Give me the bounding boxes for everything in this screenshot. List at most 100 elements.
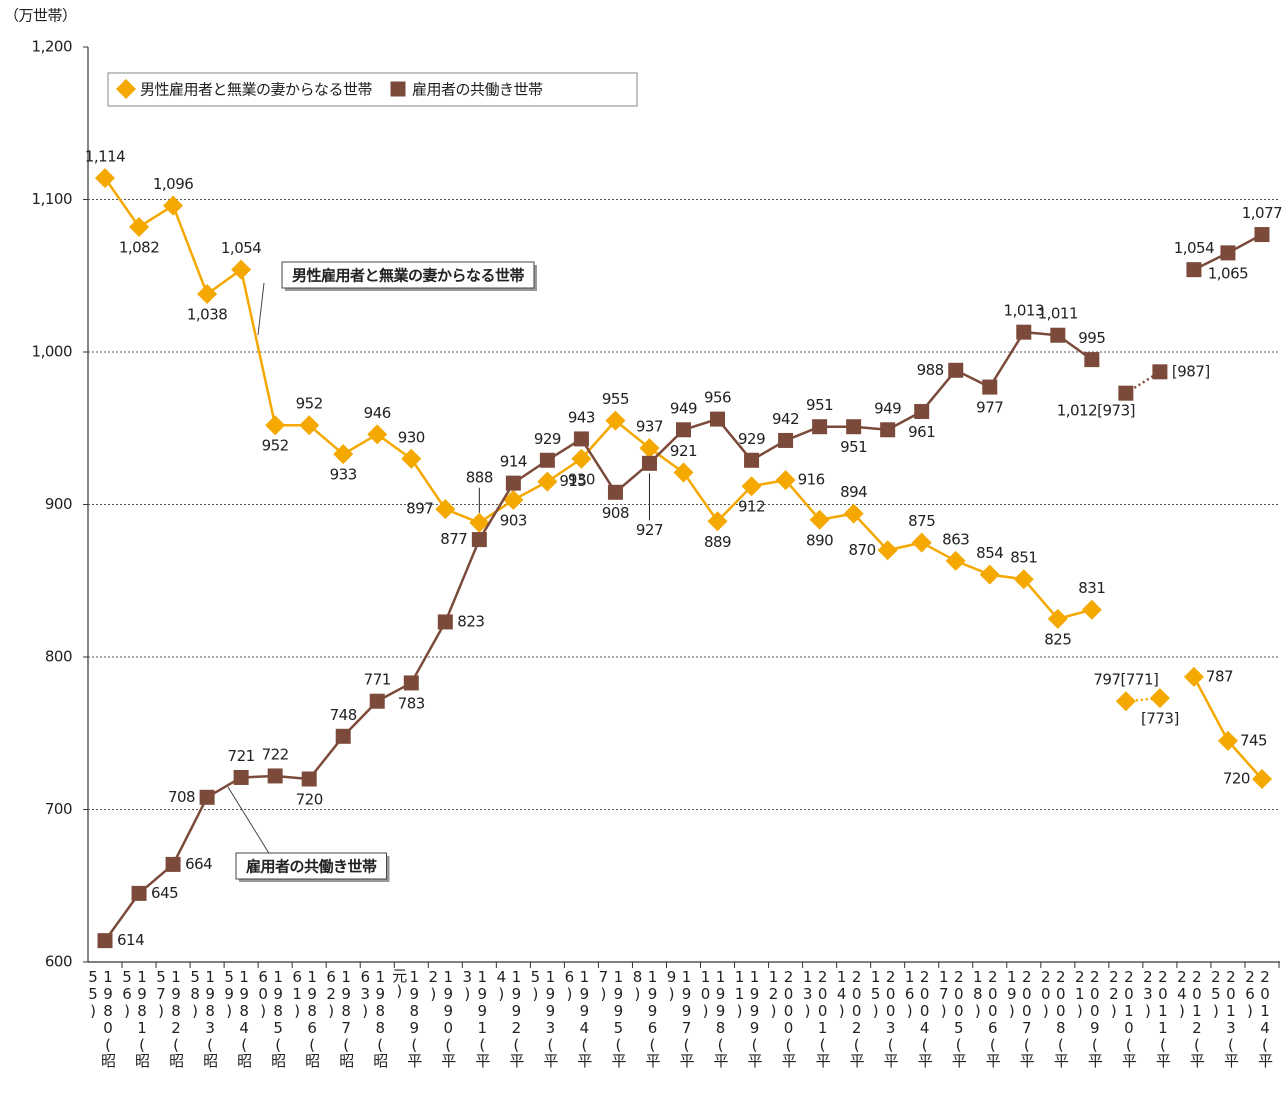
value-label: 720: [296, 791, 323, 809]
value-label: 1,038: [187, 306, 227, 324]
x-tick-label: 1987(昭62): [322, 968, 356, 1067]
x-tick-label: 1992(平4): [492, 968, 526, 1067]
value-label: 952: [262, 437, 289, 455]
y-tick-label: 700: [45, 800, 72, 818]
square-marker: [982, 379, 998, 395]
x-tick-label: 1994(平6): [560, 968, 594, 1067]
square-marker: [390, 81, 406, 97]
value-label: 908: [602, 504, 629, 522]
diamond-marker: [116, 79, 136, 99]
value-label: 949: [874, 399, 901, 417]
square-marker: [1016, 324, 1032, 340]
value-label: 961: [908, 423, 935, 441]
value-label: 1,065: [1208, 264, 1248, 282]
x-tick-label: 1998(平10): [696, 968, 730, 1067]
diamond-marker: [231, 259, 252, 280]
diamond-marker: [605, 410, 626, 431]
value-label: 720: [1223, 770, 1250, 788]
diamond-marker: [571, 448, 592, 469]
x-tick-label: 1993(平5): [526, 968, 560, 1067]
diamond-marker: [367, 424, 388, 445]
square-marker: [403, 675, 419, 691]
x-tick-label: 2009(平21): [1070, 968, 1104, 1067]
x-tick-label: 2010(平22): [1104, 968, 1138, 1067]
square-marker: [505, 475, 521, 491]
diamond-marker: [775, 470, 796, 491]
unit-label: （万世帯）: [4, 7, 77, 25]
square-marker: [641, 455, 657, 471]
square-marker: [778, 432, 794, 448]
value-label: 877: [440, 530, 467, 548]
value-label: 949: [670, 399, 697, 417]
diamond-marker: [265, 415, 286, 436]
value-label: 1,054: [1174, 239, 1214, 257]
series-line: [1227, 740, 1263, 780]
value-label: 1,012[973]: [1057, 402, 1135, 420]
x-tick-label: 1990(平2): [424, 968, 458, 1067]
x-tick-label: 2012(平24): [1172, 968, 1206, 1067]
x-tick-label: 1981(昭56): [118, 968, 152, 1067]
value-label: 797[771]: [1093, 671, 1158, 689]
value-label: 995: [1078, 329, 1105, 347]
series-line: [239, 269, 277, 426]
diamond-marker: [537, 471, 558, 492]
value-label: 915: [559, 472, 586, 490]
series-line: [308, 424, 345, 456]
series-line: [444, 539, 481, 623]
value-label: 854: [976, 544, 1003, 562]
square-marker: [369, 693, 385, 709]
square-marker: [744, 452, 760, 468]
square-marker: [914, 403, 930, 419]
square-marker: [846, 419, 862, 435]
value-label: 956: [704, 389, 731, 407]
value-label: 916: [798, 471, 825, 489]
diamond-marker: [129, 216, 150, 237]
value-label: 875: [908, 512, 935, 530]
series-line: [580, 419, 617, 460]
value-label: [987]: [1172, 362, 1210, 380]
value-label: 951: [840, 438, 867, 456]
diamond-marker: [877, 540, 898, 561]
series-line: [410, 458, 447, 510]
y-tick-label: 1,100: [32, 190, 72, 208]
series-line: [682, 471, 719, 522]
x-tick-label: 1999(平11): [730, 968, 764, 1067]
series-line: [1192, 676, 1230, 742]
diamond-marker: [945, 550, 966, 571]
x-tick-label: 1980(昭55): [84, 968, 117, 1067]
x-tick-label: 2006(平18): [968, 968, 1002, 1067]
x-tick-label: 1985(昭60): [254, 968, 288, 1067]
series-line: [784, 479, 821, 521]
x-tick-label: 2004(平16): [900, 968, 934, 1067]
diamond-marker: [979, 564, 1000, 585]
y-tick-label: 900: [45, 495, 72, 513]
diamond-marker: [163, 195, 184, 216]
value-label: 851: [1010, 549, 1037, 567]
value-label: 614: [117, 931, 144, 949]
value-label: 664: [185, 855, 212, 873]
annotation-text: 雇用者の共働き世帯: [246, 858, 377, 876]
series-line: [410, 621, 447, 684]
x-tick-label: 2005(平17): [934, 968, 968, 1067]
value-label: 914: [500, 453, 527, 471]
diamond-marker: [1251, 769, 1272, 789]
square-marker: [1254, 227, 1270, 243]
value-label: 897: [406, 500, 433, 518]
value-label: 721: [228, 747, 255, 765]
square-marker: [267, 768, 283, 784]
value-label: 951: [806, 396, 833, 414]
diamond-marker: [503, 489, 524, 510]
diamond-marker: [197, 284, 218, 305]
annotation-box: [235, 852, 388, 880]
square-marker: [1050, 327, 1066, 343]
value-label: 1,077: [1242, 204, 1282, 222]
value-label: 930: [398, 428, 425, 446]
x-tick-label: 1984(昭59): [220, 968, 254, 1067]
value-label: 952: [296, 395, 323, 413]
value-label: 825: [1044, 630, 1071, 648]
value-label: 787: [1206, 667, 1233, 685]
x-tick-label: 1996(平8): [628, 968, 662, 1067]
square-marker: [1220, 245, 1236, 261]
value-label: 783: [398, 694, 425, 712]
